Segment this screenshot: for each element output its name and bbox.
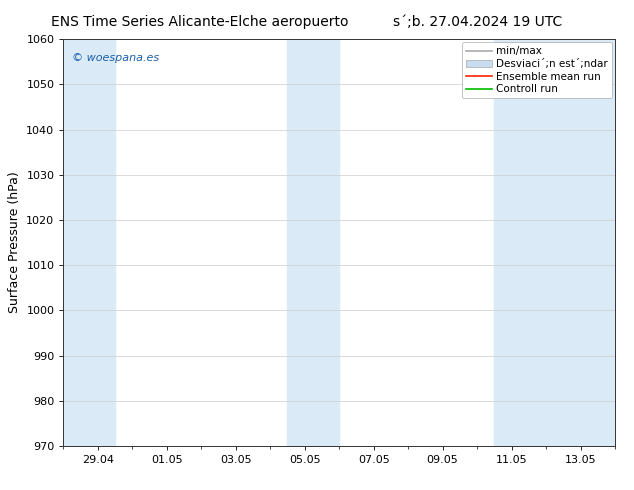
Text: s´;b. 27.04.2024 19 UTC: s´;b. 27.04.2024 19 UTC — [393, 15, 562, 29]
Y-axis label: Surface Pressure (hPa): Surface Pressure (hPa) — [8, 172, 21, 314]
Legend: min/max, Desviaci´;n est´;ndar, Ensemble mean run, Controll run: min/max, Desviaci´;n est´;ndar, Ensemble… — [462, 42, 612, 98]
Text: ENS Time Series Alicante-Elche aeropuerto: ENS Time Series Alicante-Elche aeropuert… — [51, 15, 348, 29]
Text: © woespana.es: © woespana.es — [72, 53, 158, 63]
Bar — [495, 39, 615, 446]
Bar — [63, 39, 115, 446]
Bar — [287, 39, 339, 446]
